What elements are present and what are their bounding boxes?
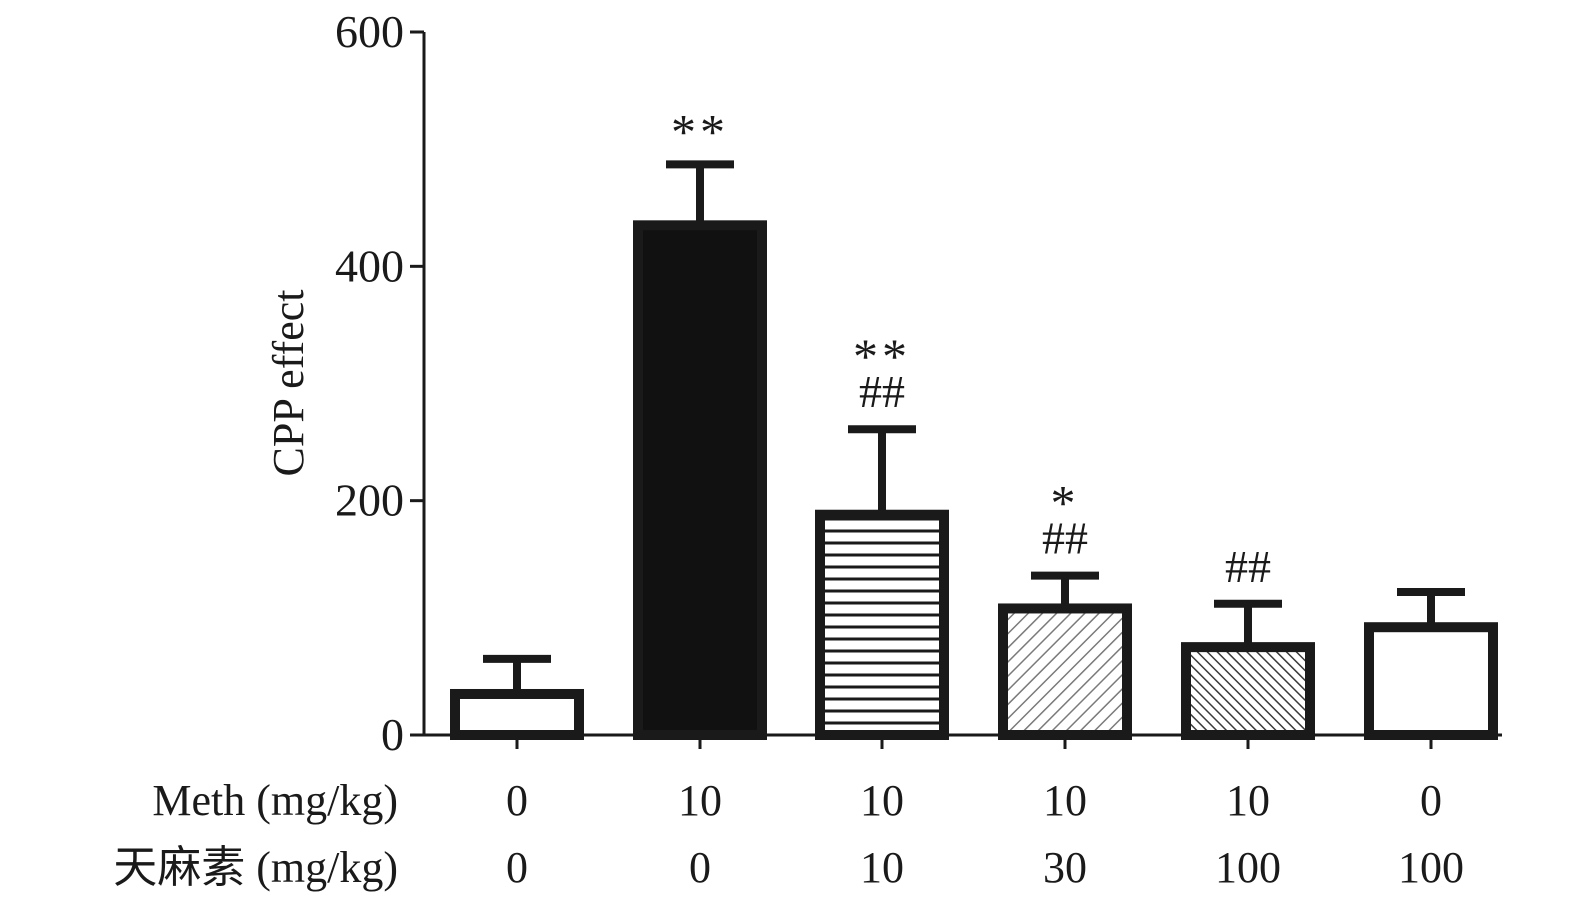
bar-group: ** <box>633 103 767 740</box>
meth-dose-label: 0 <box>1420 776 1442 825</box>
significance-hash: ## <box>1225 541 1271 592</box>
meth-dose-label: 10 <box>1226 776 1270 825</box>
significance-star: ** <box>853 328 911 384</box>
bar-group <box>1364 588 1498 740</box>
y-tick-label: 200 <box>335 475 404 526</box>
row-label-gastrodin: 天麻素 (mg/kg) <box>113 843 398 892</box>
meth-dose-label: 10 <box>1043 776 1087 825</box>
bar <box>633 220 767 740</box>
y-axis: 0 200 400 600 <box>335 6 426 760</box>
significance-star: ** <box>671 103 729 159</box>
gastrodin-dose-label: 30 <box>1043 843 1087 892</box>
bar <box>1181 642 1315 740</box>
y-tick-label: 600 <box>335 6 404 57</box>
bar <box>815 509 949 741</box>
bars: **##**##*## <box>450 103 1498 741</box>
significance-hash: ## <box>859 366 905 417</box>
bar-group: ##* <box>998 475 1132 741</box>
row-label-meth: Meth (mg/kg) <box>152 776 398 825</box>
gastrodin-dose-label: 10 <box>860 843 904 892</box>
bar <box>998 603 1132 741</box>
y-tick-label: 0 <box>381 709 404 760</box>
bar <box>1364 622 1498 740</box>
y-axis-label: CPP effect <box>264 290 313 477</box>
bar <box>450 688 584 740</box>
meth-dose-label: 10 <box>860 776 904 825</box>
gastrodin-dose-label: 100 <box>1398 843 1464 892</box>
gastrodin-dose-label: 0 <box>689 843 711 892</box>
significance-hash: ## <box>1042 513 1088 564</box>
y-tick-label: 400 <box>335 240 404 291</box>
significance-star: * <box>1051 475 1080 531</box>
gastrodin-dose-label: 0 <box>506 843 528 892</box>
gastrodin-dose-label: 100 <box>1215 843 1281 892</box>
bar-group <box>450 654 584 740</box>
bar-group: ## <box>1181 541 1315 740</box>
meth-dose-label: 10 <box>678 776 722 825</box>
meth-dose-label: 0 <box>506 776 528 825</box>
bar-group: ##** <box>815 328 949 741</box>
